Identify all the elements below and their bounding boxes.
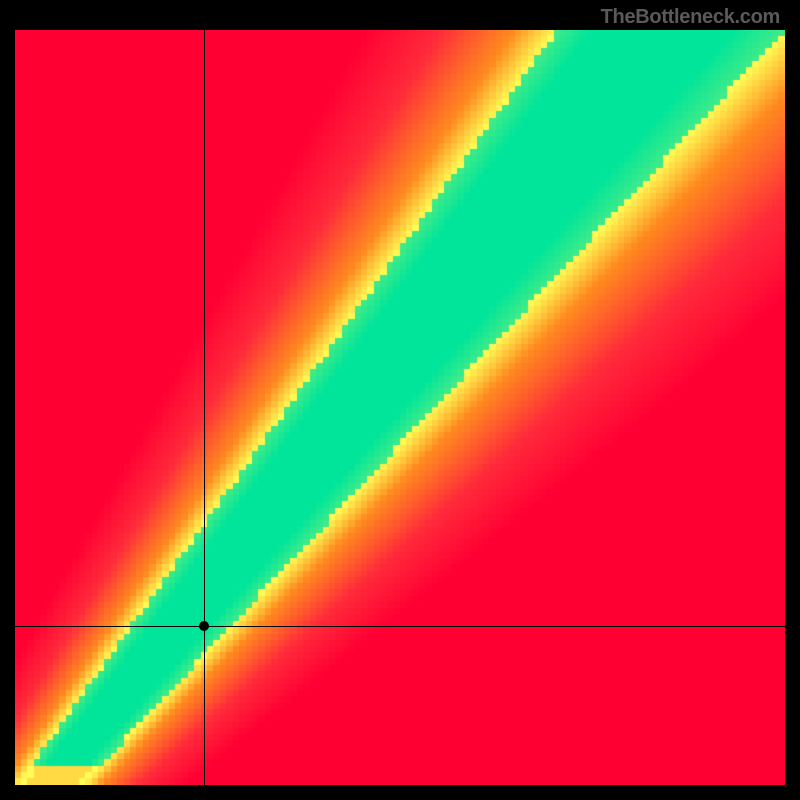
plot-area (15, 30, 785, 785)
branding-label: TheBottleneck.com (601, 6, 780, 29)
chart-container: TheBottleneck.com (0, 0, 800, 800)
heatmap-canvas (15, 30, 785, 785)
data-point-marker (199, 621, 209, 631)
